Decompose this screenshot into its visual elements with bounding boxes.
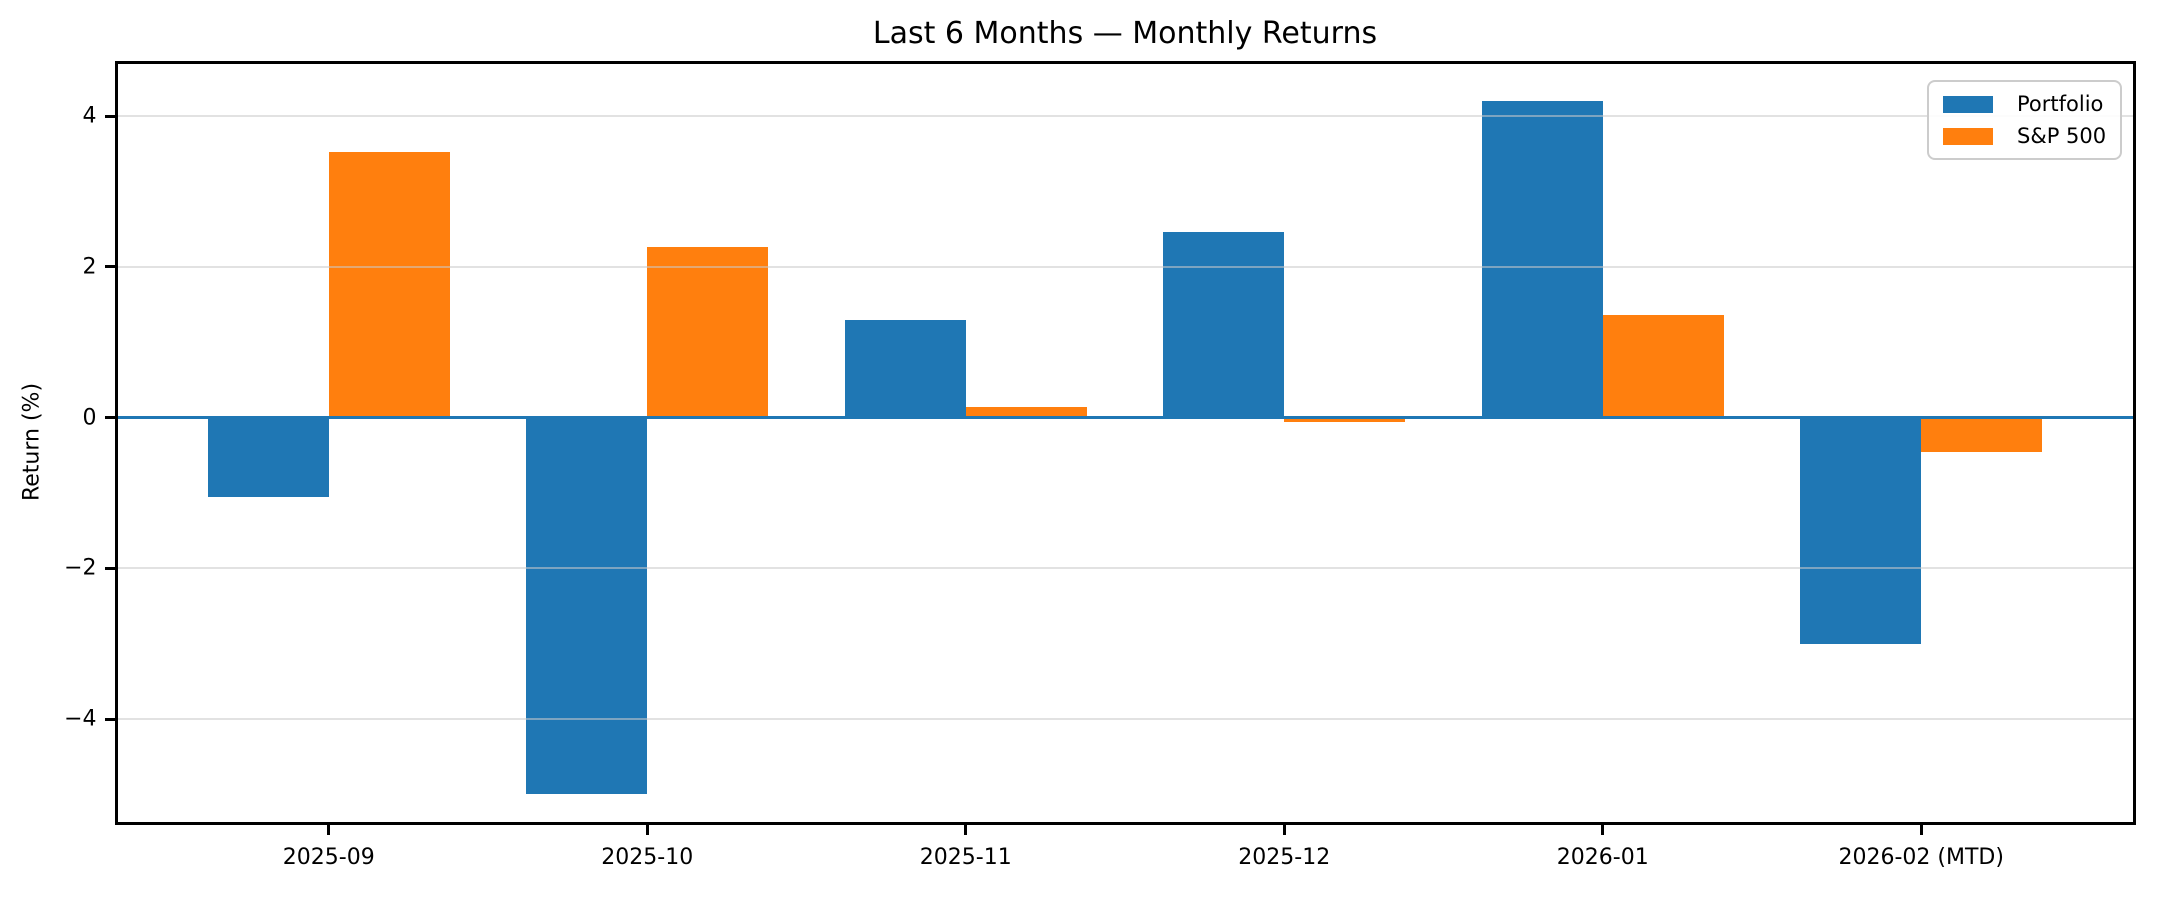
bar-portfolio-2026-01: [1481, 101, 1603, 418]
legend-label: Portfolio: [2017, 92, 2104, 116]
y-tick-mark-4: [104, 114, 115, 118]
x-tick-mark-3: [964, 824, 968, 835]
bar-sp500-2026-01: [1602, 315, 1724, 418]
gridline-y--2: [116, 567, 2134, 570]
bar-portfolio-2025-11: [844, 319, 966, 418]
legend-swatch-icon: [1943, 95, 1993, 113]
x-tick-mark-1: [327, 824, 331, 835]
x-tick-label-1: 2025-09: [282, 844, 375, 870]
y-tick-label-2: 2: [82, 254, 97, 280]
y-tick-mark-0: [104, 416, 115, 420]
legend-label: S&P 500: [2017, 124, 2107, 148]
x-tick-mark-2: [645, 824, 649, 835]
bar-portfolio-2026-02-mtd-: [1800, 417, 1922, 644]
bar-portfolio-2025-09: [207, 417, 329, 498]
x-tick-label-5: 2026-01: [1556, 844, 1649, 870]
x-tick-label-3: 2025-11: [919, 844, 1012, 870]
legend-row-portfolio: Portfolio: [1939, 92, 2110, 116]
x-tick-mark-5: [1601, 824, 1605, 835]
spine-top: [116, 60, 2134, 64]
bar-sp500-2025-12: [1284, 417, 1406, 423]
bar-sp500-2025-11: [965, 407, 1087, 418]
x-tick-mark-6: [1919, 824, 1923, 835]
gridline-y-4: [116, 115, 2134, 118]
y-tick-label--2: −2: [64, 555, 97, 581]
y-tick-label--4: −4: [64, 706, 97, 732]
bar-sp500-2026-02-mtd-: [1921, 417, 2043, 452]
gridline-y--4: [116, 718, 2134, 721]
y-tick-mark--2: [104, 566, 115, 570]
legend-row-sp500: S&P 500: [1939, 124, 2110, 148]
spine-bottom: [116, 821, 2134, 825]
bar-sp500-2025-10: [647, 247, 769, 418]
gridline-y-2: [116, 265, 2134, 268]
x-tick-mark-4: [1282, 824, 1286, 835]
bar-portfolio-2025-10: [526, 417, 648, 795]
chart-title: Last 6 Months — Monthly Returns: [872, 16, 1378, 51]
y-tick-mark--4: [104, 717, 115, 721]
x-tick-label-2: 2025-10: [601, 844, 694, 870]
x-tick-label-6: 2026-02 (MTD): [1838, 844, 2004, 870]
y-tick-label-0: 0: [82, 405, 97, 431]
legend-swatch-icon: [1943, 127, 1993, 145]
x-tick-label-4: 2025-12: [1238, 844, 1331, 870]
y-tick-label-4: 4: [82, 103, 97, 129]
zero-reference-line: [116, 416, 2134, 420]
spine-right: [2132, 60, 2136, 825]
bar-portfolio-2025-12: [1163, 231, 1285, 418]
legend: Portfolio S&P 500: [1927, 80, 2122, 160]
y-tick-mark-2: [104, 265, 115, 269]
spine-left: [114, 60, 118, 825]
bar-sp500-2025-09: [328, 152, 450, 418]
y-axis-label: Return (%): [19, 382, 45, 502]
